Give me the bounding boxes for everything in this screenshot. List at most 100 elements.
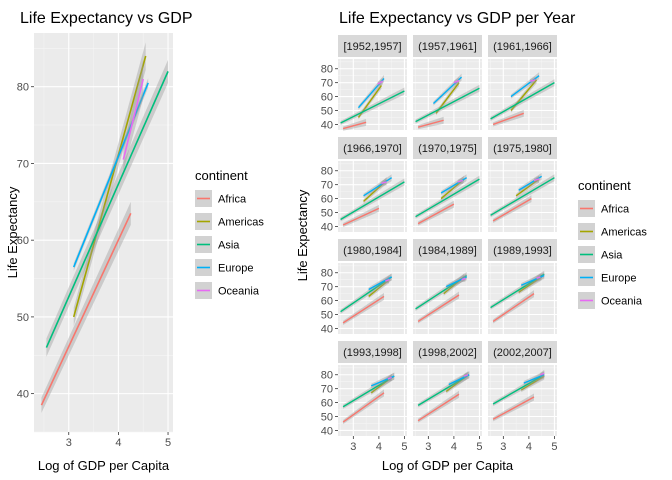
facet-1957-1961-panel-background	[413, 59, 482, 130]
left-chart-title: Life Expectancy vs GDP	[20, 10, 193, 27]
left-legend: continent Africa Americas Asia Europe Oceania	[195, 168, 264, 299]
facet-2002-2007-series-asia-line	[492, 374, 545, 405]
facet-1998-2002-series-africa-line	[417, 393, 460, 422]
facet-1975-1980-series-asia-line	[490, 177, 555, 216]
facet-1989-1993-series-americas-line	[518, 276, 543, 293]
facet-1989-1993-series-africa-line	[492, 293, 535, 323]
facet-2002-2007-tick-label-x: 5	[551, 441, 557, 453]
facet-1980-1984-tick-label-y: 60	[321, 296, 333, 308]
facet-1952-1957-tick-label-y: 80	[321, 64, 333, 76]
facet-1993-1998-series-africa-line	[342, 392, 385, 423]
right-x-axis-title: Log of GDP per Capita	[382, 458, 514, 473]
facet-1961-1966-series-europe-line	[510, 75, 540, 98]
facet-1961-1966-series-oceania-line	[529, 79, 536, 82]
facet-1970-1975-series-oceania-line	[457, 179, 464, 183]
left-series-oceania-confidence-band	[123, 59, 144, 172]
facet-2002-2007-series-americas-line	[520, 375, 545, 391]
facet-1957-1961-series-oceania-line	[453, 79, 460, 84]
right-legend-label-africa: Africa	[601, 204, 630, 216]
left-panel-background	[34, 33, 173, 432]
facet-1957-1961-strip-label: (1957,1961]	[418, 41, 477, 53]
facet-1993-1998-tick-label-y: 40	[321, 425, 333, 437]
left-legend-label-oceania: Oceania	[218, 286, 260, 298]
facet-1989-1993-strip	[488, 239, 557, 261]
facet-1980-1984-tick-label-y: 80	[321, 268, 333, 280]
facet-1966-1970-tick-label-y: 80	[321, 166, 333, 178]
facet-1993-1998-tick-label-y: 60	[321, 398, 333, 410]
right-legend-title: continent	[578, 178, 631, 193]
left-series-oceania-line	[122, 78, 144, 160]
facet-1952-1957-series-asia-line	[340, 90, 405, 124]
left-plot: 3 4 5 40 50 60 70 80 Log of GDP per Capita Life E…	[5, 33, 173, 473]
facet-1961-1966-series-africa-line	[492, 112, 525, 126]
left-tick-label-y: 60	[17, 235, 29, 247]
facet-1966-1970-strip	[338, 137, 407, 159]
facet-1980-1984-strip-label: (1980,1984]	[343, 245, 402, 257]
facet-1993-1998-tick-label-y: 70	[321, 384, 333, 396]
left-series-europe-line	[72, 82, 149, 268]
facet-1975-1980-series-americas-line	[515, 178, 540, 197]
facet-1970-1975-series-asia-line	[415, 178, 480, 218]
facet-1998-2002-series-asia-line	[417, 374, 470, 406]
facet-1957-1961-strip	[413, 35, 482, 57]
facet-1993-1998-series-asia-line	[342, 375, 395, 408]
left-series-asia-line	[45, 71, 169, 348]
facet-1970-1975-strip-label: (1970,1975]	[418, 143, 477, 155]
left-legend-label-europe: Europe	[218, 263, 253, 275]
facet-1989-1993-panel-background	[488, 263, 557, 334]
facet-1952-1957-strip	[338, 35, 407, 57]
facet-2002-2007-series-africa-line	[492, 396, 535, 420]
facet-1975-1980-strip	[488, 137, 557, 159]
facet-1980-1984-series-asia-line	[340, 276, 393, 313]
facet-1980-1984-tick-label-y: 40	[321, 323, 333, 335]
facet-1980-1984-series-oceania-line	[385, 279, 390, 282]
right-legend-label-americas: Americas	[601, 227, 647, 239]
facet-1984-1989-series-africa-line	[417, 294, 460, 323]
facet-1993-1998-strip-label: (1993,1998]	[343, 347, 402, 359]
facet-1970-1975-series-africa-line	[417, 203, 455, 225]
facet-1993-1998-tick-label-y: 50	[321, 412, 333, 424]
facet-1998-2002-tick-label-x: 4	[451, 441, 457, 453]
facet-1980-1984-tick-label-y: 70	[321, 282, 333, 294]
facet-1998-2002-strip	[413, 341, 482, 363]
left-y-axis-title: Life Expectancy	[5, 186, 20, 278]
facet-1966-1970-tick-label-y: 40	[321, 221, 333, 233]
facet-1966-1970-tick-label-y: 70	[321, 180, 333, 192]
facet-2002-2007-strip	[488, 341, 557, 363]
facet-1998-2002-series-oceania-line	[463, 374, 469, 377]
facet-1998-2002-strip-label: (1998,2002]	[418, 347, 477, 359]
facet-1984-1989-strip	[413, 239, 482, 261]
right-legend-label-oceania: Oceania	[601, 296, 643, 308]
left-tick-label-y: 50	[17, 312, 29, 324]
facet-1993-1998-tick-label-y: 80	[321, 370, 333, 382]
facet-1952-1957-tick-label-y: 60	[321, 92, 333, 104]
facet-1966-1970-series-europe-line	[363, 177, 393, 197]
facet-1980-1984-series-americas-line	[368, 279, 390, 297]
left-series-africa-line	[40, 212, 132, 406]
facet-1966-1970-strip-label: (1966,1970]	[343, 143, 402, 155]
facet-2002-2007-tick-label-x: 4	[526, 441, 532, 453]
facet-1998-2002-series-europe-line	[448, 374, 470, 386]
left-tick-label-y: 40	[17, 389, 29, 401]
facet-1984-1989-strip-label: (1984,1989]	[418, 245, 477, 257]
facet-1980-1984-series-africa-line	[342, 295, 385, 324]
facet-1975-1980-series-europe-line	[518, 175, 543, 191]
facet-1952-1957-series-oceania-line	[377, 80, 384, 85]
facet-1952-1957-tick-label-y: 70	[321, 78, 333, 90]
facet-1961-1966-series-asia-line	[490, 82, 555, 120]
facet-1998-2002-panel-background	[413, 365, 482, 436]
facet-1966-1970-series-asia-line	[340, 181, 405, 221]
left-tick-label-y: 70	[17, 158, 29, 170]
left-tick-label-y: 80	[17, 82, 29, 94]
facet-1998-2002-tick-label-x: 3	[425, 441, 431, 453]
facet-1998-2002-tick-label-x: 5	[476, 441, 482, 453]
facet-1980-1984-tick-label-y: 50	[321, 310, 333, 322]
facet-2002-2007-strip-label: (2002,2007]	[493, 347, 552, 359]
facet-2002-2007-series-oceania-line	[540, 372, 545, 376]
facet-1984-1989-panel-background	[413, 263, 482, 334]
facet-1952-1957-strip-label: [1952,1957]	[343, 41, 401, 53]
facet-1966-1970-panel-background	[338, 161, 407, 232]
right-y-axis-title: Life Expectancy	[295, 189, 310, 281]
